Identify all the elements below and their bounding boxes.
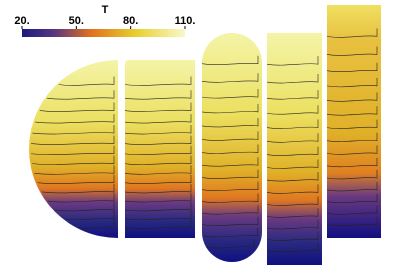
colorbar-tick-label: 80. bbox=[123, 15, 138, 27]
contour-line bbox=[124, 210, 192, 221]
contour-line bbox=[31, 145, 115, 156]
colorbar-title: T bbox=[102, 4, 109, 16]
contour-line bbox=[124, 145, 192, 156]
contour-line bbox=[266, 208, 319, 218]
contour-line bbox=[326, 106, 378, 116]
contour-line bbox=[266, 231, 319, 241]
contour-line bbox=[266, 56, 319, 66]
contour-line bbox=[201, 193, 259, 203]
contour-line bbox=[202, 227, 259, 238]
contour-line bbox=[64, 210, 115, 221]
contour-line bbox=[37, 174, 115, 185]
colorbar-tick-label: 20. bbox=[14, 15, 29, 27]
contour-line bbox=[124, 125, 192, 135]
contour-line bbox=[55, 201, 115, 212]
contour-line bbox=[326, 92, 378, 102]
contour-line bbox=[124, 165, 192, 175]
contour-line bbox=[326, 132, 378, 142]
contour-line bbox=[201, 144, 259, 154]
contour-line bbox=[201, 181, 259, 191]
contour-line bbox=[201, 157, 259, 167]
contour-line bbox=[266, 220, 319, 230]
tallest-rect-field bbox=[327, 5, 381, 238]
contour-line bbox=[201, 131, 259, 141]
contour-line bbox=[77, 219, 115, 229]
contour-line bbox=[266, 184, 319, 194]
contour-line bbox=[124, 76, 192, 86]
contour-line bbox=[58, 76, 115, 86]
temperature-fields bbox=[29, 5, 381, 265]
contour-line bbox=[266, 242, 319, 253]
contour-line bbox=[124, 219, 192, 229]
colorbar bbox=[22, 29, 185, 37]
contour-line bbox=[201, 103, 259, 114]
contour-line bbox=[201, 205, 259, 215]
colorbar-tick-label: 50. bbox=[69, 15, 84, 27]
contour-line bbox=[266, 74, 319, 84]
contour-line bbox=[266, 133, 319, 143]
colorbar-tick-label: 110. bbox=[175, 15, 196, 27]
contour-line bbox=[32, 125, 115, 135]
contour-line bbox=[266, 196, 319, 206]
contour-line bbox=[32, 155, 115, 165]
contour-line bbox=[124, 102, 192, 112]
contour-line bbox=[34, 165, 115, 175]
contour-line bbox=[124, 155, 192, 165]
contour-line bbox=[326, 46, 378, 56]
contour-line bbox=[326, 216, 378, 227]
contour-line bbox=[326, 119, 378, 129]
contour-line bbox=[39, 102, 115, 112]
contour-line bbox=[266, 105, 319, 115]
contour-line bbox=[124, 174, 192, 185]
contour-line bbox=[201, 73, 259, 83]
contour-line bbox=[326, 28, 378, 38]
contour-line bbox=[326, 205, 378, 215]
contour-line bbox=[326, 181, 378, 192]
contour-line bbox=[266, 172, 319, 182]
contour-line bbox=[266, 146, 319, 156]
contour-line bbox=[326, 157, 378, 168]
contour-line bbox=[47, 193, 115, 203]
contour-line bbox=[201, 89, 259, 99]
contour-line bbox=[205, 239, 255, 249]
stadium-field bbox=[202, 33, 262, 262]
contour-line bbox=[201, 55, 259, 66]
contour-line bbox=[46, 90, 115, 100]
contour-line bbox=[35, 114, 115, 124]
contour-line bbox=[326, 62, 378, 72]
contour-line bbox=[266, 119, 319, 129]
contour-line bbox=[326, 77, 378, 88]
contour-line bbox=[124, 114, 192, 124]
contour-line bbox=[326, 193, 378, 204]
contour-line bbox=[124, 135, 192, 145]
contour-line bbox=[124, 201, 192, 212]
contour-line bbox=[42, 183, 115, 194]
contour-line bbox=[31, 135, 115, 145]
contour-line bbox=[124, 183, 192, 194]
contour-line bbox=[266, 159, 319, 169]
contour-line bbox=[124, 90, 192, 100]
contour-line bbox=[124, 193, 192, 203]
contour-line bbox=[201, 216, 259, 226]
tall-rect-field bbox=[267, 33, 322, 265]
contour-line bbox=[201, 117, 259, 128]
contour-line bbox=[326, 169, 378, 180]
contour-line bbox=[201, 169, 259, 179]
contour-line bbox=[326, 145, 378, 155]
contour-line bbox=[266, 90, 319, 100]
half-disk-field bbox=[29, 60, 118, 238]
rect-field bbox=[125, 60, 195, 238]
